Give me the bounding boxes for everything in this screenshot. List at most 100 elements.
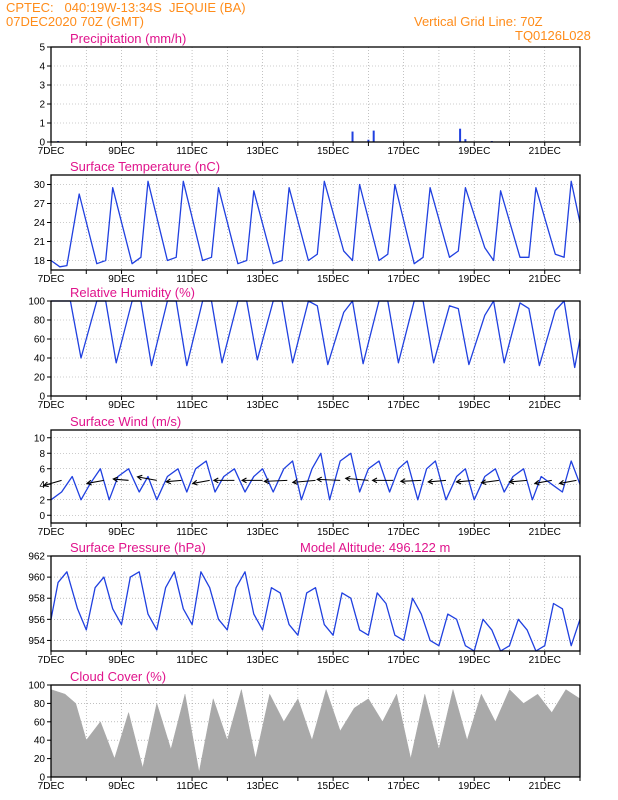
temp-ytick-label: 24 bbox=[34, 218, 46, 229]
temp-xtick-label: 7DEC bbox=[38, 274, 65, 285]
precip-xtick-label: 13DEC bbox=[246, 146, 278, 157]
temp-xtick-label: 21DEC bbox=[529, 274, 561, 285]
wind-arrow bbox=[43, 479, 62, 487]
wind-arrow bbox=[113, 478, 129, 481]
wind-arrow-head bbox=[112, 476, 119, 483]
cloud-xtick-label: 11DEC bbox=[176, 781, 208, 792]
precip-bar bbox=[372, 130, 375, 142]
pres-frame bbox=[50, 555, 581, 652]
wind-arrow-head bbox=[316, 476, 323, 483]
precip-bar bbox=[351, 131, 354, 142]
cloud-ytick-label: 20 bbox=[34, 754, 46, 765]
rh-xtick-label: 11DEC bbox=[176, 400, 208, 411]
wind-arrow-head bbox=[508, 478, 515, 485]
wind-arrow bbox=[559, 479, 577, 484]
pres-ytick-label: 956 bbox=[28, 615, 45, 626]
wind-xtick-label: 9DEC bbox=[108, 527, 135, 538]
wind-arrow-head bbox=[212, 477, 219, 484]
temp-frame bbox=[50, 174, 581, 271]
wind-arrow-head bbox=[399, 478, 406, 484]
wind-arrow bbox=[456, 479, 475, 483]
rh-ytick-label: 60 bbox=[34, 335, 46, 346]
cloud-xtick-label: 17DEC bbox=[388, 781, 420, 792]
pres-ytick-label: 962 bbox=[28, 552, 45, 563]
rh-series-line bbox=[51, 300, 581, 369]
precip-bar bbox=[464, 139, 467, 142]
cloud-xtick-label: 21DEC bbox=[529, 781, 561, 792]
header-grid-line: Vertical Grid Line: 70Z bbox=[414, 14, 543, 29]
rh-ytick-label: 40 bbox=[34, 354, 46, 365]
pres-title: Surface Pressure (hPa) bbox=[70, 540, 206, 555]
wind-arrow-head bbox=[291, 479, 298, 485]
wind-xtick-label: 13DEC bbox=[246, 527, 278, 538]
temp-ytick-label: 30 bbox=[34, 180, 46, 191]
cloud-frame bbox=[50, 684, 581, 778]
pres-xtick-label: 7DEC bbox=[38, 655, 65, 666]
temp-xtick-label: 19DEC bbox=[458, 274, 490, 285]
temp-ytick-label: 18 bbox=[34, 256, 46, 267]
cloud-xtick-label: 9DEC bbox=[108, 781, 135, 792]
wind-arrow bbox=[481, 479, 499, 484]
wind-title: Surface Wind (m/s) bbox=[70, 414, 181, 429]
pres-ytick-label: 958 bbox=[28, 594, 45, 605]
wind-arrow-head bbox=[558, 479, 565, 486]
cloud-ytick-label: 0 bbox=[39, 773, 45, 784]
wind-arrow-head bbox=[480, 479, 487, 486]
rh-title: Relative Humidity (%) bbox=[70, 285, 195, 300]
pres-xtick-label: 13DEC bbox=[246, 655, 278, 666]
wind-xtick-label: 7DEC bbox=[38, 527, 65, 538]
rh-xtick-label: 19DEC bbox=[458, 400, 490, 411]
precip-ytick-label: 5 bbox=[39, 43, 45, 54]
precip-ytick-label: 3 bbox=[39, 81, 45, 92]
rh-xtick-label: 21DEC bbox=[529, 400, 561, 411]
wind-arrow bbox=[428, 479, 447, 483]
rh-ytick-label: 80 bbox=[34, 316, 46, 327]
wind-ytick-label: 6 bbox=[39, 464, 45, 475]
temp-ytick-label: 27 bbox=[34, 199, 46, 210]
wind-ytick-label: 0 bbox=[39, 511, 45, 522]
precip-bar bbox=[367, 139, 370, 142]
cloud-title: Cloud Cover (%) bbox=[70, 669, 166, 684]
temp-xtick-label: 11DEC bbox=[176, 274, 208, 285]
temp-title: Surface Temperature (nC) bbox=[70, 159, 220, 174]
rh-xtick-label: 15DEC bbox=[317, 400, 349, 411]
wind-arrow-head bbox=[344, 475, 351, 482]
wind-frame bbox=[50, 429, 581, 524]
precip-xtick-label: 17DEC bbox=[388, 146, 420, 157]
wind-arrow bbox=[192, 479, 210, 484]
precip-xtick-label: 21DEC bbox=[529, 146, 561, 157]
wind-arrow-head bbox=[455, 478, 462, 485]
pres-annotation: Model Altitude: 496.122 m bbox=[300, 540, 450, 555]
rh-frame bbox=[50, 300, 581, 397]
temp-xtick-label: 17DEC bbox=[388, 274, 420, 285]
wind-arrow-head bbox=[42, 481, 49, 488]
wind-arrow-head bbox=[165, 478, 172, 485]
wind-arrow bbox=[86, 479, 104, 484]
pres-ytick-label: 954 bbox=[28, 636, 45, 647]
pres-xtick-label: 17DEC bbox=[388, 655, 420, 666]
wind-xtick-label: 15DEC bbox=[317, 527, 349, 538]
precip-ytick-label: 1 bbox=[39, 119, 45, 130]
wind-xtick-label: 17DEC bbox=[388, 527, 420, 538]
rh-ytick-label: 100 bbox=[28, 297, 45, 308]
wind-arrow-head bbox=[371, 477, 378, 484]
precip-title: Precipitation (mm/h) bbox=[70, 31, 186, 46]
cloud-xtick-label: 7DEC bbox=[38, 781, 65, 792]
cloud-ytick-label: 80 bbox=[34, 699, 46, 710]
pres-xtick-label: 21DEC bbox=[529, 655, 561, 666]
wind-ytick-label: 4 bbox=[39, 480, 45, 491]
wind-arrow bbox=[166, 479, 182, 483]
precip-ytick-label: 4 bbox=[39, 62, 45, 73]
header-station: CPTEC: 040:19W-13:34S JEQUIE (BA) bbox=[6, 0, 246, 15]
wind-arrow-head bbox=[263, 478, 270, 485]
pres-xtick-label: 9DEC bbox=[108, 655, 135, 666]
wind-arrow bbox=[345, 477, 369, 481]
rh-xtick-label: 7DEC bbox=[38, 400, 65, 411]
wind-arrow bbox=[534, 479, 552, 484]
rh-xtick-label: 13DEC bbox=[246, 400, 278, 411]
wind-arrow-head bbox=[85, 479, 92, 486]
rh-xtick-label: 9DEC bbox=[108, 400, 135, 411]
wind-arrow bbox=[509, 479, 528, 483]
pres-series-line bbox=[50, 571, 581, 652]
